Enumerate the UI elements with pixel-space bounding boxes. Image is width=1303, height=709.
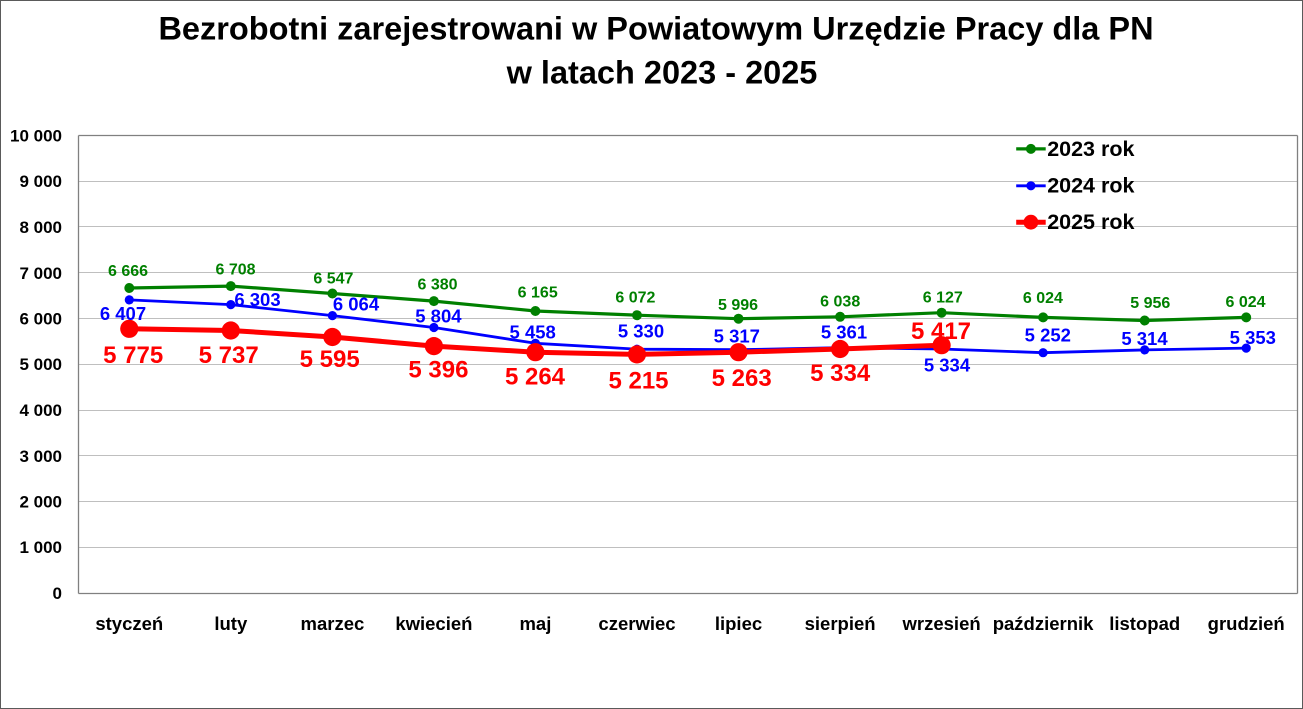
svg-text:5 000: 5 000	[19, 355, 62, 374]
svg-text:5 737: 5 737	[199, 342, 259, 369]
svg-text:2025 rok: 2025 rok	[1047, 210, 1134, 234]
svg-text:5 996: 5 996	[718, 297, 758, 314]
svg-text:marzec: marzec	[301, 613, 365, 634]
svg-text:6 380: 6 380	[417, 277, 457, 294]
svg-text:styczeń: styczeń	[95, 613, 163, 634]
svg-text:5 396: 5 396	[408, 356, 468, 383]
svg-text:6 000: 6 000	[19, 310, 62, 329]
svg-text:5 330: 5 330	[618, 321, 664, 342]
svg-text:6 708: 6 708	[215, 262, 255, 279]
svg-text:6 165: 6 165	[518, 285, 558, 302]
svg-text:2024 rok: 2024 rok	[1047, 174, 1134, 198]
svg-text:5 334: 5 334	[810, 360, 871, 387]
svg-text:9 000: 9 000	[19, 172, 62, 191]
svg-text:6 127: 6 127	[923, 290, 963, 307]
svg-text:5 263: 5 263	[712, 365, 772, 392]
svg-text:6 024: 6 024	[1023, 290, 1063, 307]
svg-text:6 407: 6 407	[100, 303, 146, 324]
svg-text:10 000: 10 000	[10, 127, 62, 146]
svg-text:maj: maj	[519, 613, 551, 634]
svg-text:czerwiec: czerwiec	[598, 613, 675, 634]
svg-text:5 595: 5 595	[300, 346, 360, 373]
svg-text:5 334: 5 334	[924, 355, 971, 376]
svg-text:2023 rok: 2023 rok	[1047, 137, 1134, 161]
svg-text:październik: październik	[993, 613, 1094, 634]
svg-text:4 000: 4 000	[19, 401, 62, 420]
svg-text:5 264: 5 264	[505, 364, 566, 391]
svg-text:sierpień: sierpień	[805, 613, 876, 634]
svg-text:5 458: 5 458	[510, 321, 556, 342]
svg-text:1 000: 1 000	[19, 538, 62, 557]
svg-text:6 064: 6 064	[333, 294, 380, 315]
svg-text:grudzień: grudzień	[1208, 613, 1285, 634]
svg-text:6 666: 6 666	[108, 263, 148, 280]
svg-text:5 361: 5 361	[821, 321, 867, 342]
svg-text:5 775: 5 775	[103, 342, 163, 369]
svg-text:5 314: 5 314	[1121, 328, 1168, 349]
svg-text:5 804: 5 804	[415, 306, 462, 327]
svg-text:5 317: 5 317	[714, 326, 760, 347]
svg-text:3 000: 3 000	[19, 447, 62, 466]
svg-text:6 547: 6 547	[313, 271, 353, 288]
svg-text:6 072: 6 072	[615, 290, 655, 307]
svg-text:5 956: 5 956	[1130, 295, 1170, 312]
svg-text:Bezrobotni zarejestrowani w Po: Bezrobotni zarejestrowani w Powiatowym U…	[158, 11, 1153, 47]
svg-text:w latach 2023 - 2025: w latach 2023 - 2025	[506, 55, 818, 91]
svg-text:8 000: 8 000	[19, 218, 62, 237]
svg-text:7 000: 7 000	[19, 264, 62, 283]
svg-text:2 000: 2 000	[19, 493, 62, 512]
svg-text:6 303: 6 303	[234, 289, 280, 310]
svg-text:0: 0	[53, 584, 62, 603]
svg-text:5 252: 5 252	[1025, 325, 1071, 346]
svg-text:6 038: 6 038	[820, 294, 860, 311]
svg-text:wrzesień: wrzesień	[902, 613, 981, 634]
svg-text:5 353: 5 353	[1230, 327, 1276, 348]
svg-text:listopad: listopad	[1109, 613, 1180, 634]
svg-text:5 417: 5 417	[911, 318, 971, 345]
svg-text:kwiecień: kwiecień	[395, 613, 472, 634]
svg-text:6 024: 6 024	[1225, 294, 1265, 311]
svg-text:luty: luty	[214, 613, 248, 634]
svg-text:lipiec: lipiec	[715, 613, 762, 634]
svg-text:5 215: 5 215	[608, 367, 668, 394]
